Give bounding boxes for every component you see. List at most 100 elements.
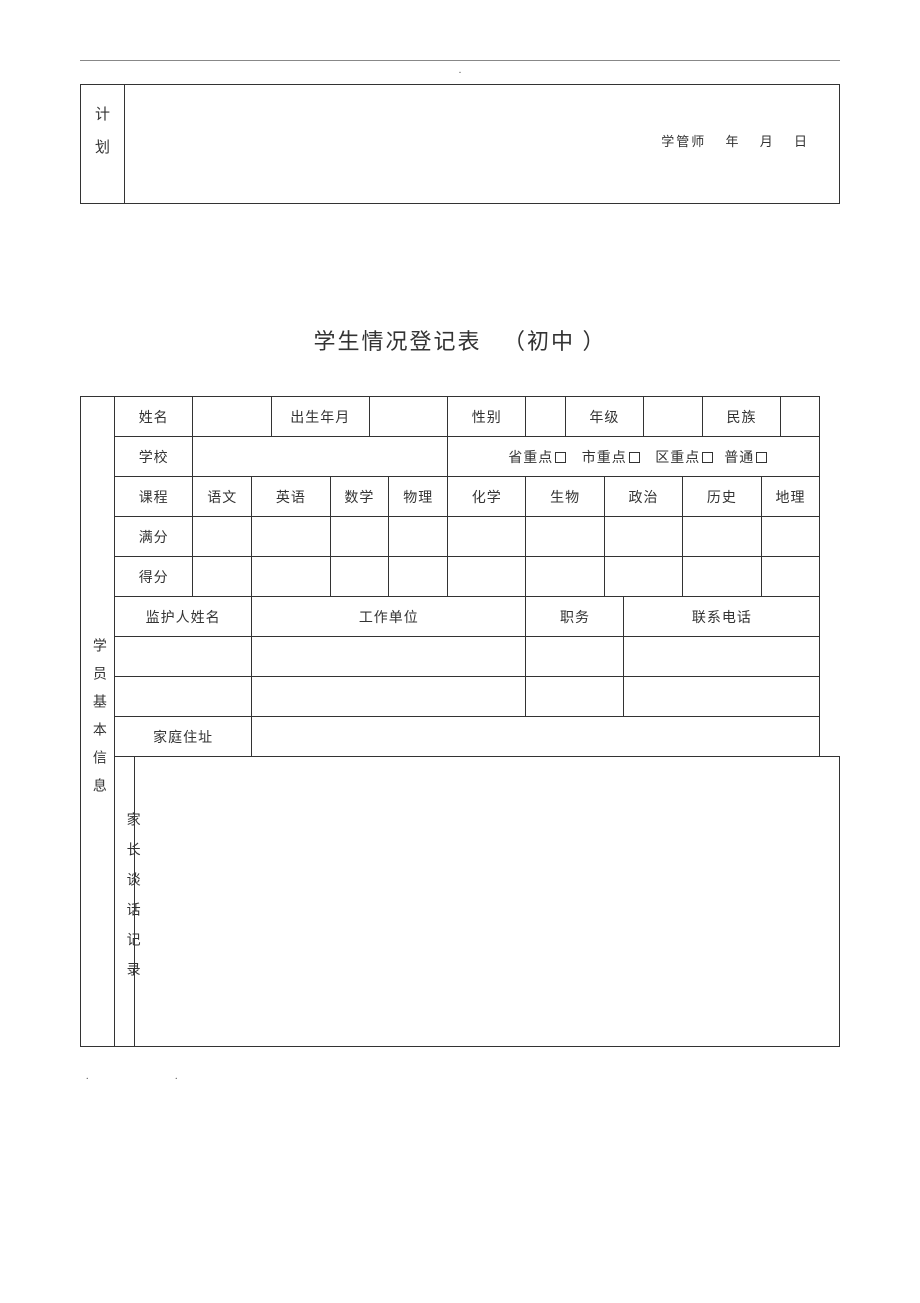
header-dot: . <box>80 65 840 76</box>
field-gender[interactable] <box>526 397 565 437</box>
opt-provincial: 省重点 <box>508 451 553 466</box>
label-guardian-work: 工作单位 <box>252 597 526 637</box>
label-course: 课程 <box>115 477 193 517</box>
label-guardian-name: 监护人姓名 <box>115 597 252 637</box>
checkbox-city[interactable] <box>629 452 640 463</box>
sig-role: 学管师 <box>661 134 706 149</box>
score-4[interactable] <box>389 557 448 597</box>
label-address: 家庭住址 <box>115 717 252 757</box>
footer-dots: . . <box>80 1071 840 1082</box>
plan-box: 计 划 学管师 年 月 日 <box>80 84 840 204</box>
label-fullscore: 满分 <box>115 517 193 557</box>
opt-city: 市重点 <box>582 451 627 466</box>
checkbox-provincial[interactable] <box>555 452 566 463</box>
sig-day: 日 <box>794 134 809 149</box>
section-basic-text: 学员基本信息 <box>82 638 113 806</box>
subj-1: 语文 <box>193 477 252 517</box>
plan-signature-line: 学管师 年 月 日 <box>639 131 809 150</box>
label-birth: 出生年月 <box>271 397 369 437</box>
g1-phone[interactable] <box>624 637 820 677</box>
opt-district: 区重点 <box>655 451 700 466</box>
row-guardian-header: 监护人姓名 工作单位 职务 联系电话 <box>81 597 840 637</box>
score-7[interactable] <box>604 557 682 597</box>
section-basic-label: 学员基本信息 <box>81 397 115 1047</box>
subj-5: 化学 <box>448 477 526 517</box>
label-ethnic: 民族 <box>702 397 780 437</box>
label-name: 姓名 <box>115 397 193 437</box>
label-grade: 年级 <box>565 397 643 437</box>
sig-year: 年 <box>725 134 740 149</box>
opt-ordinary: 普通 <box>724 451 754 466</box>
g1-position[interactable] <box>526 637 624 677</box>
registration-table: 学员基本信息 姓名 出生年月 性别 年级 民族 学校 省重点 市重点 区重点 普… <box>80 396 840 1047</box>
title-main: 学生情况登记表 <box>313 329 481 354</box>
section-parent-text: 家长谈话记录 <box>115 812 149 992</box>
full-5[interactable] <box>448 517 526 557</box>
subj-3: 数学 <box>330 477 389 517</box>
row-guardian-1 <box>81 637 840 677</box>
g1-work[interactable] <box>252 637 526 677</box>
full-6[interactable] <box>526 517 604 557</box>
footer-dot-1: . <box>86 1071 91 1082</box>
field-birth[interactable] <box>369 397 447 437</box>
form-title: 学生情况登记表 （初中 ） <box>80 324 840 356</box>
g1-name[interactable] <box>115 637 252 677</box>
parent-record-field[interactable] <box>134 757 839 1047</box>
plan-label-2: 划 <box>95 132 110 165</box>
score-2[interactable] <box>252 557 330 597</box>
plan-content: 学管师 年 月 日 <box>125 85 839 203</box>
title-sub: （初中 ） <box>503 329 607 354</box>
checkbox-district[interactable] <box>702 452 713 463</box>
plan-label-cell: 计 划 <box>81 85 125 203</box>
checkbox-ordinary[interactable] <box>756 452 767 463</box>
full-8[interactable] <box>683 517 761 557</box>
subj-7: 政治 <box>604 477 682 517</box>
full-7[interactable] <box>604 517 682 557</box>
top-rule <box>80 60 840 61</box>
full-2[interactable] <box>252 517 330 557</box>
score-6[interactable] <box>526 557 604 597</box>
full-9[interactable] <box>761 517 820 557</box>
subj-4: 物理 <box>389 477 448 517</box>
subj-2: 英语 <box>252 477 330 517</box>
label-school: 学校 <box>115 437 193 477</box>
school-type-options: 省重点 市重点 区重点 普通 <box>448 437 820 477</box>
label-guardian-position: 职务 <box>526 597 624 637</box>
row-fullscore: 满分 <box>81 517 840 557</box>
row-guardian-2 <box>81 677 840 717</box>
field-address[interactable] <box>252 717 820 757</box>
full-4[interactable] <box>389 517 448 557</box>
label-score: 得分 <box>115 557 193 597</box>
row-subjects: 课程 语文 英语 数学 物理 化学 生物 政治 历史 地理 <box>81 477 840 517</box>
score-5[interactable] <box>448 557 526 597</box>
g2-name[interactable] <box>115 677 252 717</box>
row-school: 学校 省重点 市重点 区重点 普通 <box>81 437 840 477</box>
row-address: 家庭住址 <box>81 717 840 757</box>
sig-month: 月 <box>760 134 775 149</box>
score-3[interactable] <box>330 557 389 597</box>
label-gender: 性别 <box>448 397 526 437</box>
full-1[interactable] <box>193 517 252 557</box>
g2-work[interactable] <box>252 677 526 717</box>
footer-dot-2: . <box>175 1071 180 1082</box>
row-identity: 学员基本信息 姓名 出生年月 性别 年级 民族 <box>81 397 840 437</box>
subj-8: 历史 <box>683 477 761 517</box>
g2-position[interactable] <box>526 677 624 717</box>
plan-label-1: 计 <box>95 99 110 132</box>
field-school[interactable] <box>193 437 448 477</box>
field-ethnic[interactable] <box>781 397 820 437</box>
g2-phone[interactable] <box>624 677 820 717</box>
page: . 计 划 学管师 年 月 日 学生情况登记表 （初中 ） 学员基本信息 <box>0 0 920 1122</box>
field-name[interactable] <box>193 397 271 437</box>
subj-9: 地理 <box>761 477 820 517</box>
label-guardian-phone: 联系电话 <box>624 597 820 637</box>
row-score: 得分 <box>81 557 840 597</box>
row-parent-record: 家长谈话记录 <box>81 757 840 1047</box>
section-parent-label: 家长谈话记录 <box>115 757 135 1047</box>
score-9[interactable] <box>761 557 820 597</box>
score-1[interactable] <box>193 557 252 597</box>
full-3[interactable] <box>330 517 389 557</box>
score-8[interactable] <box>683 557 761 597</box>
field-grade[interactable] <box>644 397 703 437</box>
subj-6: 生物 <box>526 477 604 517</box>
